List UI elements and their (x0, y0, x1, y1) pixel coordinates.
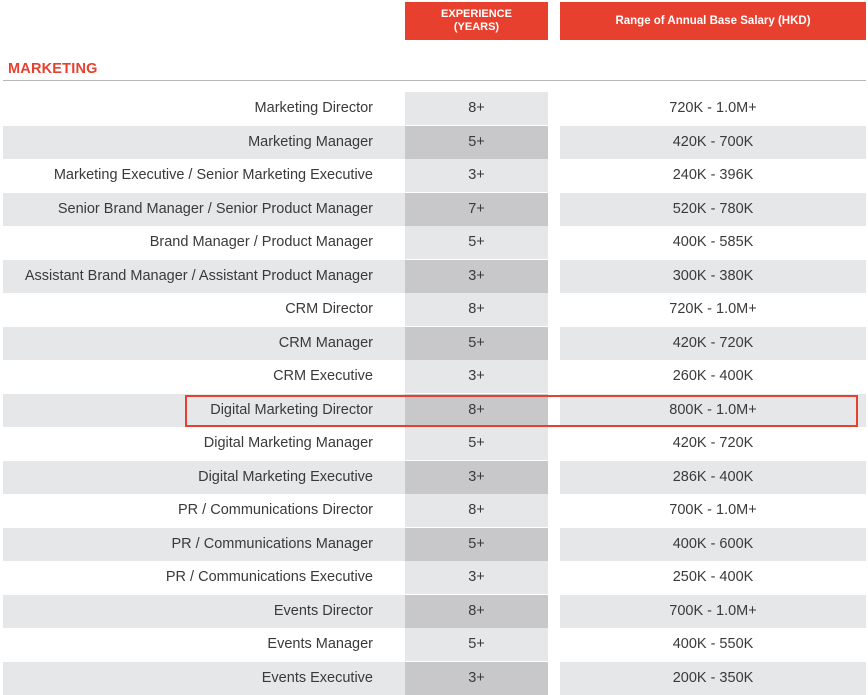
job-title: PR / Communications Director (178, 494, 373, 527)
column-gap (548, 360, 560, 393)
column-gap (548, 528, 560, 561)
experience-value: 3+ (405, 360, 548, 393)
table-row: CRM Executive 3+ 260K - 400K (0, 360, 868, 394)
job-title: Events Director (274, 595, 373, 628)
column-gap (548, 126, 560, 159)
salary-range: 260K - 400K (560, 360, 866, 393)
experience-value: 3+ (405, 561, 548, 594)
table-row: Marketing Manager 5+ 420K - 700K (0, 126, 868, 160)
job-title: Marketing Executive / Senior Marketing E… (54, 159, 373, 192)
salary-range: 420K - 720K (560, 427, 866, 460)
experience-header-line1: EXPERIENCE (441, 8, 512, 21)
column-gap (548, 293, 560, 326)
table-row: CRM Manager 5+ 420K - 720K (0, 327, 868, 361)
experience-value: 5+ (405, 427, 548, 460)
experience-value: 8+ (405, 394, 548, 427)
table-row: PR / Communications Executive 3+ 250K - 40… (0, 561, 868, 595)
salary-range: 420K - 700K (560, 126, 866, 159)
experience-value: 3+ (405, 159, 548, 192)
table-row: Digital Marketing Executive 3+ 286K - 400K (0, 461, 868, 495)
table-row: Events Manager 5+ 400K - 550K (0, 628, 868, 662)
table-row: Marketing Executive / Senior Marketing E… (0, 159, 868, 193)
column-gap (548, 427, 560, 460)
column-gap (548, 394, 560, 427)
column-gap (548, 461, 560, 494)
table-row: Events Executive 3+ 200K - 350K (0, 662, 868, 695)
salary-header-label: Range of Annual Base Salary (HKD) (615, 15, 810, 28)
experience-value: 3+ (405, 461, 548, 494)
column-gap (548, 595, 560, 628)
salary-range: 400K - 600K (560, 528, 866, 561)
column-gap (548, 92, 560, 125)
experience-value: 5+ (405, 327, 548, 360)
table-row: Digital Marketing Manager 5+ 420K - 720K (0, 427, 868, 461)
table-row: Senior Brand Manager / Senior Product Ma… (0, 193, 868, 227)
salary-range: 240K - 396K (560, 159, 866, 192)
column-gap (548, 494, 560, 527)
experience-value: 3+ (405, 662, 548, 695)
salary-range: 720K - 1.0M+ (560, 92, 866, 125)
job-title: Marketing Director (255, 92, 373, 125)
experience-value: 7+ (405, 193, 548, 226)
section-divider (3, 80, 866, 81)
salary-range: 420K - 720K (560, 327, 866, 360)
salary-range: 400K - 550K (560, 628, 866, 661)
column-gap (548, 561, 560, 594)
salary-range: 700K - 1.0M+ (560, 494, 866, 527)
experience-value: 5+ (405, 528, 548, 561)
job-title: PR / Communications Executive (166, 561, 373, 594)
table-row: Marketing Director 8+ 720K - 1.0M+ (0, 92, 868, 126)
salary-column-header: Range of Annual Base Salary (HKD) (560, 2, 866, 40)
column-gap (548, 226, 560, 259)
job-title: Digital Marketing Director (210, 394, 373, 427)
experience-value: 3+ (405, 260, 548, 293)
job-title: Assistant Brand Manager / Assistant Prod… (25, 260, 373, 293)
salary-range: 700K - 1.0M+ (560, 595, 866, 628)
job-title: Digital Marketing Manager (204, 427, 373, 460)
table-row: Events Director 8+ 700K - 1.0M+ (0, 595, 868, 629)
experience-value: 5+ (405, 628, 548, 661)
salary-range: 520K - 780K (560, 193, 866, 226)
job-title: Digital Marketing Executive (198, 461, 373, 494)
table-row: Assistant Brand Manager / Assistant Prod… (0, 260, 868, 294)
salary-range: 200K - 350K (560, 662, 866, 695)
job-title: PR / Communications Manager (172, 528, 373, 561)
job-title: CRM Manager (279, 327, 373, 360)
table-row: PR / Communications Director 8+ 700K - 1.0… (0, 494, 868, 528)
job-title: Events Manager (267, 628, 373, 661)
column-gap (548, 662, 560, 695)
job-title: CRM Executive (273, 360, 373, 393)
table-row: CRM Director 8+ 720K - 1.0M+ (0, 293, 868, 327)
job-title: Marketing Manager (248, 126, 373, 159)
column-gap (548, 193, 560, 226)
experience-value: 8+ (405, 494, 548, 527)
column-gap (548, 159, 560, 192)
experience-value: 8+ (405, 293, 548, 326)
experience-column-header: EXPERIENCE (YEARS) (405, 2, 548, 40)
column-gap (548, 628, 560, 661)
job-title: Brand Manager / Product Manager (150, 226, 373, 259)
job-title: Senior Brand Manager / Senior Product Ma… (58, 193, 373, 226)
salary-range: 800K - 1.0M+ (560, 394, 866, 427)
salary-range: 300K - 380K (560, 260, 866, 293)
column-gap (548, 260, 560, 293)
salary-range: 720K - 1.0M+ (560, 293, 866, 326)
salary-range: 400K - 585K (560, 226, 866, 259)
salary-range: 286K - 400K (560, 461, 866, 494)
experience-value: 8+ (405, 595, 548, 628)
salary-range: 250K - 400K (560, 561, 866, 594)
experience-value: 5+ (405, 126, 548, 159)
table-row: PR / Communications Manager 5+ 400K - 600K (0, 528, 868, 562)
experience-value: 8+ (405, 92, 548, 125)
column-gap (548, 327, 560, 360)
experience-value: 5+ (405, 226, 548, 259)
table-row: Brand Manager / Product Manager 5+ 400K - … (0, 226, 868, 260)
job-title: Events Executive (262, 662, 373, 695)
experience-header-line2: (YEARS) (441, 21, 512, 34)
job-title: CRM Director (285, 293, 373, 326)
table-row: Digital Marketing Director 8+ 800K - 1.0M+ (0, 394, 868, 428)
section-title: MARKETING (8, 61, 98, 77)
